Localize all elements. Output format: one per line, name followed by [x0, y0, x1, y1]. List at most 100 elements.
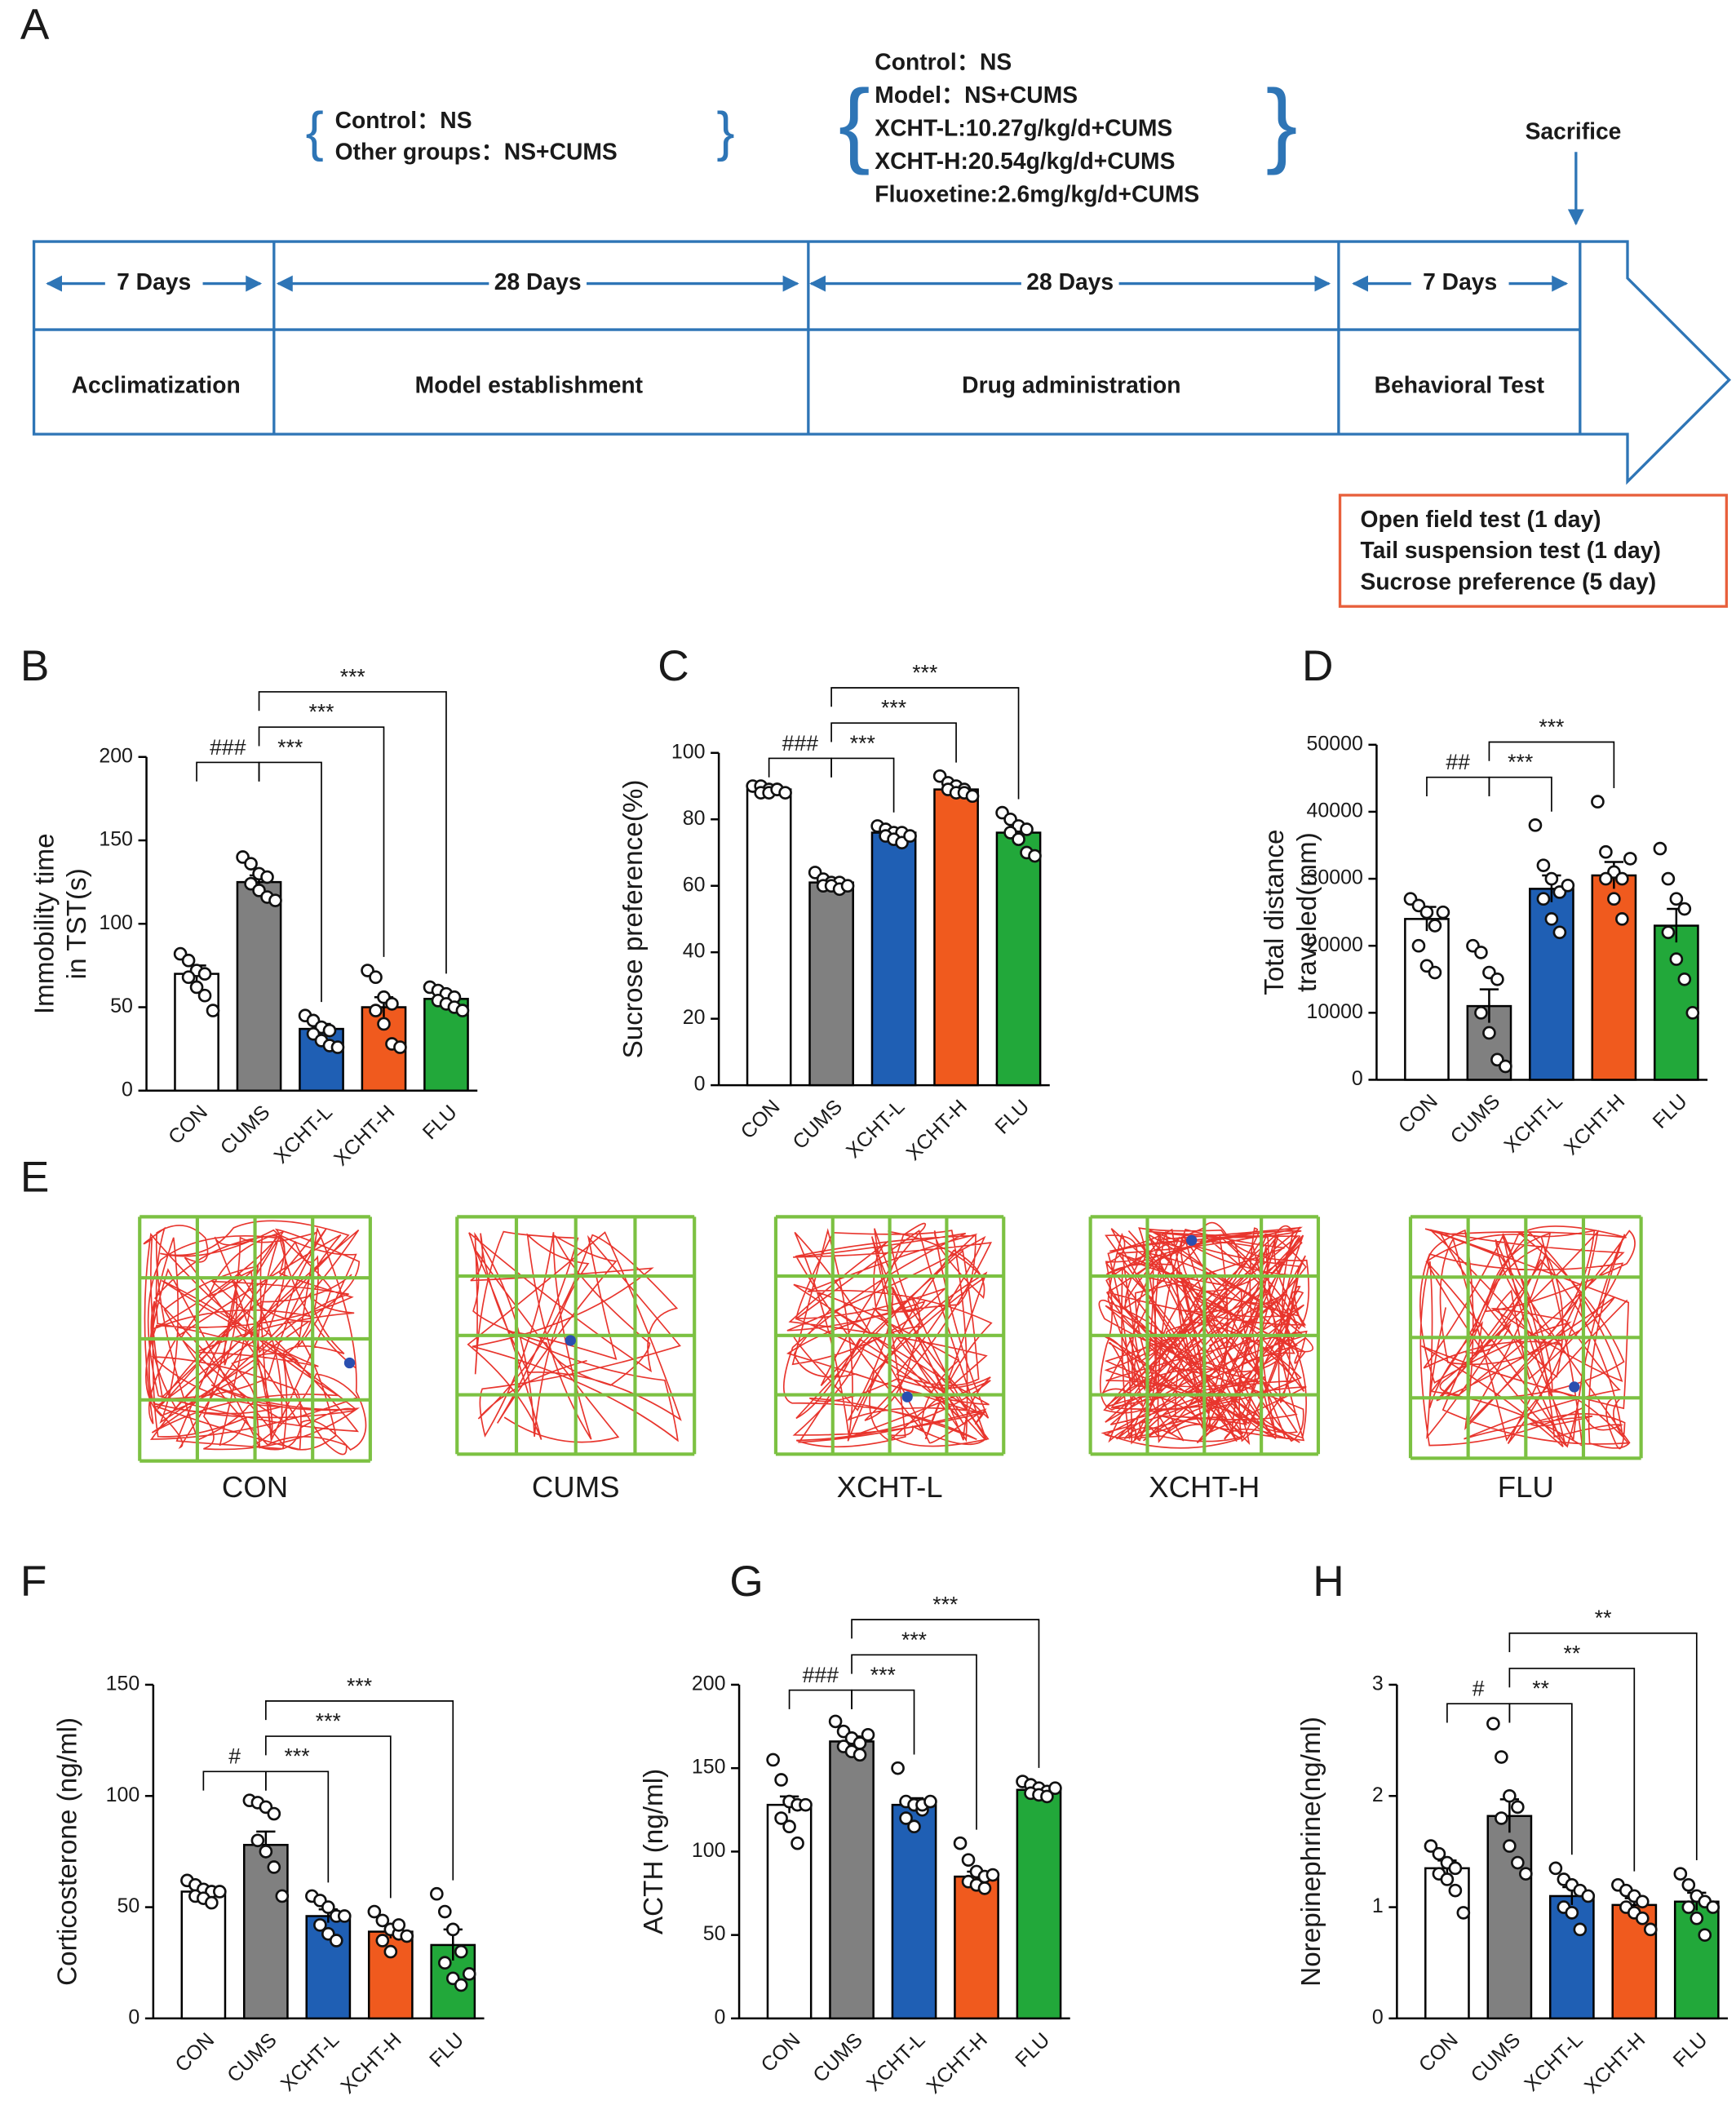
y-tick-label: 40: [683, 940, 706, 963]
open-field-arena: [1088, 1215, 1321, 1456]
data-point: [840, 879, 855, 893]
significance-bracket: [202, 1770, 267, 1791]
data-point: [385, 997, 399, 1011]
bar: [829, 1740, 875, 2020]
data-point: [329, 1934, 343, 1948]
phase-label: Acclimatization: [72, 371, 241, 397]
brace: }: [1266, 69, 1298, 175]
x-tick-label: XCHT-H: [330, 1101, 399, 1170]
timeline-arrow: [32, 240, 1732, 485]
bar: [870, 831, 917, 1087]
bar: [1611, 1903, 1658, 2020]
data-point: [799, 1797, 813, 1812]
duration-label: 7 Days: [117, 268, 191, 295]
duration-label: 7 Days: [1423, 268, 1497, 295]
panel-label: E: [20, 1154, 49, 1202]
data-point: [1669, 892, 1684, 906]
data-point: [1503, 1839, 1517, 1853]
brace: {: [306, 102, 324, 162]
data-point: [1544, 871, 1559, 886]
bar: [1424, 1867, 1470, 2020]
significance-bracket: [265, 1735, 392, 1899]
data-point: [1544, 912, 1559, 926]
test-label: Sucrose preference (5 day): [1360, 568, 1656, 594]
data-point: [852, 1748, 867, 1762]
y-axis-label: Total distance: [1260, 829, 1290, 995]
significance-bracket: [830, 687, 1020, 800]
x-tick-label: CON: [164, 1101, 212, 1149]
significance-label: ***: [277, 735, 303, 760]
data-point: [181, 970, 196, 985]
data-point: [977, 1881, 992, 1895]
x-tick-label: FLU: [1011, 2028, 1054, 2072]
data-point: [1661, 925, 1676, 940]
bar: [1673, 1900, 1720, 2020]
data-point: [313, 1918, 327, 1932]
data-point: [1432, 1846, 1446, 1861]
data-point: [1661, 871, 1676, 886]
y-tick-label: 100: [671, 740, 706, 763]
y-tick-label: 40000: [1306, 800, 1362, 822]
open-field-arena: [1408, 1215, 1643, 1460]
data-point: [923, 1794, 937, 1809]
significance-label: ***: [932, 1593, 958, 1617]
data-point: [1635, 1911, 1650, 1925]
y-tick-label: 20: [683, 1006, 706, 1029]
significance-label: ###: [782, 731, 819, 756]
panel-label: B: [20, 642, 49, 690]
data-point: [903, 829, 917, 843]
data-point: [1599, 844, 1613, 859]
x-tick-label: FLU: [1649, 1090, 1692, 1133]
data-point: [267, 1860, 281, 1874]
y-tick-label: 0: [1372, 2005, 1384, 2028]
y-tick-label: 100: [99, 911, 133, 934]
data-point: [1528, 818, 1543, 832]
group-text: XCHT-L:10.27g/kg/d+CUMS: [875, 115, 1172, 141]
bar: [236, 880, 282, 1092]
significance-label: ***: [1508, 750, 1533, 774]
x-tick-label: XCHT-H: [1580, 2028, 1650, 2098]
significance-bracket: [1488, 741, 1615, 788]
significance-label: ***: [347, 1673, 372, 1698]
data-point: [392, 1918, 406, 1932]
data-point: [369, 1004, 383, 1017]
bar: [995, 831, 1042, 1087]
significance-label: ***: [901, 1628, 927, 1652]
phase-label: Drug administration: [962, 371, 1180, 397]
bar: [1404, 918, 1450, 1081]
y-axis-label: Immobility time: [29, 833, 60, 1014]
significance-bracket: [258, 761, 322, 1003]
data-point: [437, 1956, 452, 1970]
panel-label: G: [729, 1558, 763, 1606]
data-point: [1635, 1894, 1650, 1909]
data-point: [961, 1853, 976, 1867]
significance-bracket: [265, 1700, 454, 1881]
animal-position: [565, 1335, 576, 1346]
group-text: Control：NS: [335, 107, 472, 133]
data-point: [907, 1819, 921, 1834]
data-point: [790, 1836, 804, 1850]
data-point: [1428, 965, 1442, 980]
x-tick-label: FLU: [1669, 2028, 1712, 2072]
duration-bg: [489, 269, 587, 298]
y-tick-label: 100: [692, 1839, 726, 1862]
bar: [954, 1875, 999, 2020]
y-tick-label: 0: [128, 2005, 140, 2028]
significance-label: ***: [881, 696, 906, 720]
bar: [180, 1890, 227, 2020]
data-point: [1048, 1781, 1062, 1796]
data-point: [393, 1040, 407, 1054]
brace: }: [716, 102, 734, 162]
significance-label: ***: [1539, 715, 1564, 739]
x-tick-label: XCHT-H: [1560, 1090, 1629, 1159]
significance-label: ###: [803, 1663, 839, 1687]
significance-bracket: [265, 1770, 330, 1883]
x-tick-label: CUMS: [1467, 2028, 1526, 2087]
x-tick-label: XCHT-H: [902, 1095, 972, 1164]
data-point: [337, 1909, 352, 1923]
y-tick-label: 2: [1372, 1784, 1384, 1806]
significance-bracket: [788, 1689, 852, 1709]
panel-label: C: [658, 642, 689, 690]
bar: [808, 881, 854, 1087]
y-tick-label: 200: [99, 744, 133, 767]
